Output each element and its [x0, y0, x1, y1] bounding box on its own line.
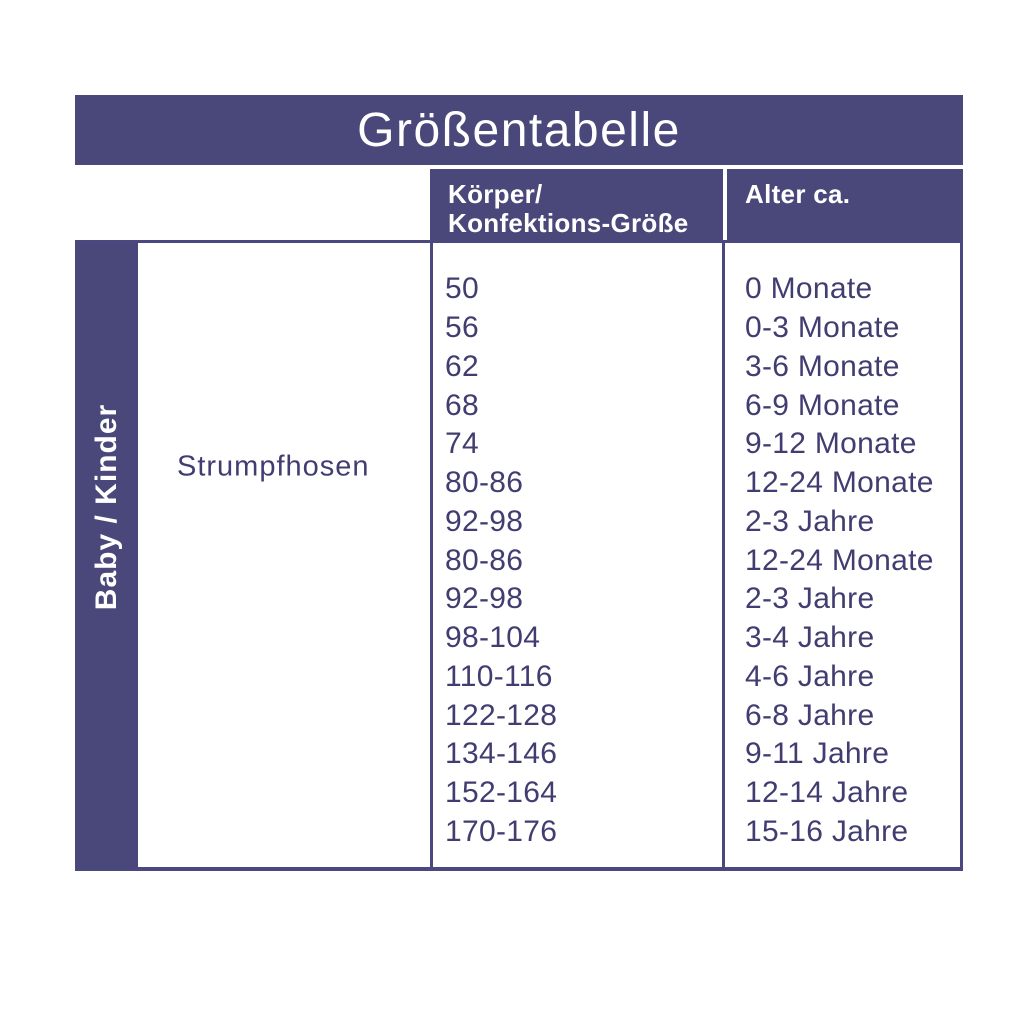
divider-header-bottom	[75, 240, 963, 243]
size-value: 62	[445, 349, 479, 383]
age-column: 0 Monate 0-3 Monate 3-6 Monate 6-9 Monate 9-…	[745, 270, 960, 851]
size-value: 98-104	[445, 621, 541, 655]
size-value: 92-98	[445, 504, 524, 538]
size-value: 50	[445, 272, 479, 306]
age-value: 0-3 Monate	[745, 311, 900, 345]
size-value: 68	[445, 388, 479, 422]
age-value: 6-8 Jahre	[745, 698, 875, 732]
age-value: 9-12 Monate	[745, 427, 917, 461]
column-header-size: Körper/ Konfektions-Größe	[430, 169, 723, 241]
age-value: 12-24 Monate	[745, 466, 934, 500]
age-value: 15-16 Jahre	[745, 814, 909, 848]
column-header-age: Alter ca.	[727, 169, 963, 241]
age-value: 2-3 Jahre	[745, 504, 875, 538]
table-title: Größentabelle	[357, 103, 681, 157]
divider-table-bottom	[75, 867, 963, 871]
size-value: 152-164	[445, 776, 558, 810]
age-value: 2-3 Jahre	[745, 582, 875, 616]
category-sidebar	[75, 240, 138, 871]
size-value: 122-128	[445, 698, 558, 732]
age-value: 3-4 Jahre	[745, 621, 875, 655]
size-value: 80-86	[445, 466, 524, 500]
age-value: 12-14 Jahre	[745, 776, 909, 810]
size-value: 80-86	[445, 543, 524, 577]
size-value: 170-176	[445, 814, 558, 848]
size-value: 92-98	[445, 582, 524, 616]
size-value: 56	[445, 311, 479, 345]
column-header-age-label: Alter ca.	[745, 179, 851, 209]
product-label: Strumpfhosen	[177, 450, 370, 483]
size-value: 110-116	[445, 659, 553, 693]
size-value: 134-146	[445, 737, 558, 771]
age-value: 9-11 Jahre	[745, 737, 890, 771]
column-header-size-line2: Konfektions-Größe	[448, 208, 689, 238]
divider-size-left	[430, 240, 433, 871]
size-column: 50 56 62 68 74 80-86 92-98 80-86 92-98 98-104 110-…	[445, 270, 715, 851]
age-value: 3-6 Monate	[745, 349, 900, 383]
table-title-bar: Größentabelle	[75, 95, 963, 165]
age-value: 0 Monate	[745, 272, 873, 306]
category-label: Baby / Kinder	[90, 403, 123, 611]
divider-age-right	[960, 240, 963, 871]
age-value: 12-24 Monate	[745, 543, 934, 577]
age-value: 6-9 Monate	[745, 388, 900, 422]
divider-size-age	[722, 240, 725, 871]
size-value: 74	[445, 427, 479, 461]
column-header-size-line1: Körper/	[448, 179, 543, 209]
age-value: 4-6 Jahre	[745, 659, 875, 693]
